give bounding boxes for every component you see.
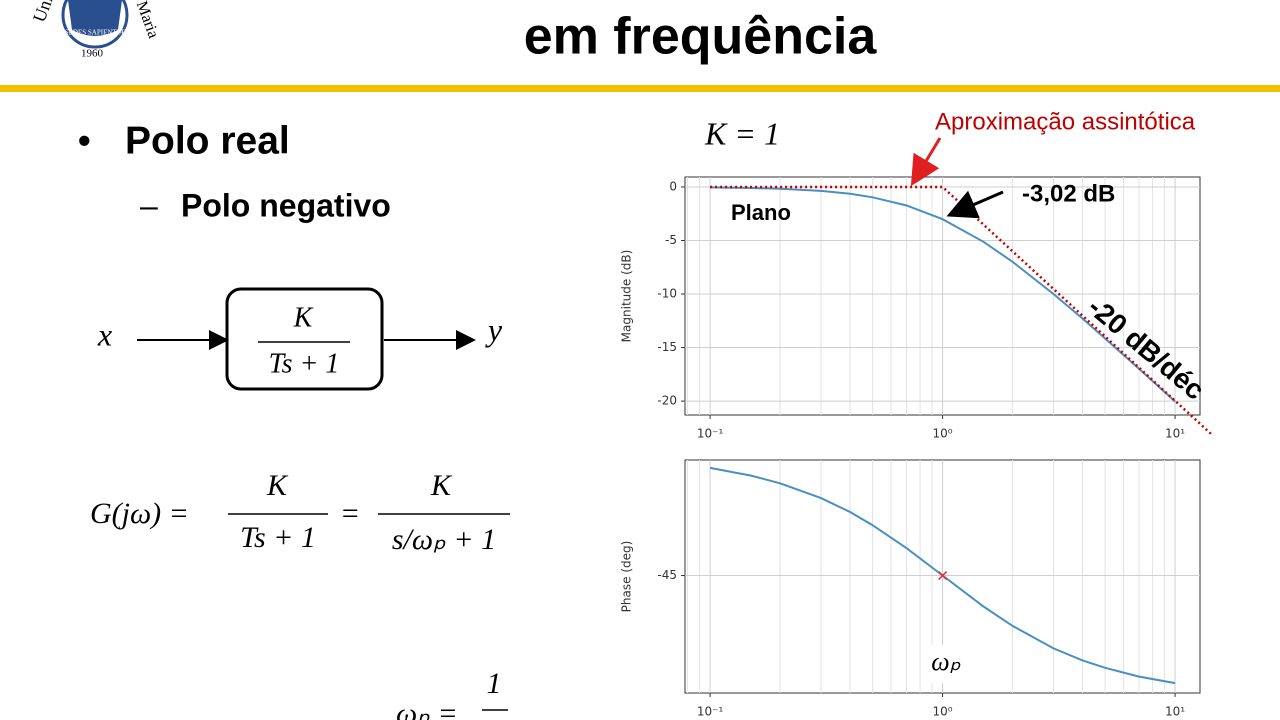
y-axis-label: Magnitude (dB) bbox=[620, 250, 634, 343]
y-axis-label: Phase (deg) bbox=[620, 541, 634, 613]
logo-text: Uni bbox=[29, 0, 57, 25]
y-tick-label: -20 bbox=[657, 394, 677, 408]
line-series bbox=[710, 186, 1176, 403]
label-bg bbox=[925, 645, 980, 683]
arrow bbox=[910, 137, 942, 187]
slide-title: em frequência bbox=[524, 8, 878, 66]
block bbox=[225, 287, 384, 391]
annotation: -3,02 dB bbox=[1022, 180, 1115, 207]
x-tick-label: 10⁻¹ bbox=[697, 427, 724, 441]
y-tick-label: -15 bbox=[657, 340, 677, 354]
k-label: K = 1 bbox=[704, 115, 780, 151]
bullet-dash: – bbox=[140, 187, 158, 223]
marker bbox=[938, 571, 948, 581]
y-tick-label: -45 bbox=[657, 568, 677, 582]
logo-shield bbox=[68, 0, 122, 36]
y-tick-label: 0 bbox=[669, 179, 677, 193]
annotation: ωₚ bbox=[931, 647, 961, 676]
annotation: Plano bbox=[731, 200, 791, 225]
annotation: Aproximação assintótica bbox=[935, 108, 1196, 135]
omega-num: 1 bbox=[487, 667, 502, 700]
eq-den: s/ωₚ + 1 bbox=[392, 523, 496, 556]
bullet-dot: • bbox=[78, 120, 91, 161]
block-input: x bbox=[97, 316, 112, 352]
bullet: Polo negativo bbox=[181, 187, 391, 223]
x-tick-label: 10¹ bbox=[1165, 427, 1185, 441]
x-tick-label: 10⁰ bbox=[933, 427, 953, 441]
eq-den: Ts + 1 bbox=[240, 521, 316, 554]
x-tick-label: 10¹ bbox=[1165, 705, 1185, 719]
block-num: K bbox=[293, 302, 314, 333]
x-tick-label: 10⁻¹ bbox=[697, 705, 724, 719]
y-tick-label: -10 bbox=[657, 287, 677, 301]
block-output: y bbox=[485, 311, 503, 347]
logo-text: Maria bbox=[133, 0, 162, 41]
logo-year: 1960 bbox=[81, 48, 104, 60]
logo-motto: SEDES SAPIENTIÆ bbox=[65, 29, 125, 37]
eq-sign: = bbox=[340, 497, 360, 530]
eq-num: K bbox=[266, 469, 289, 502]
y-tick-label: -5 bbox=[665, 233, 677, 247]
eq-lhs: G(jω) = bbox=[90, 497, 189, 530]
x-tick-label: 10⁰ bbox=[933, 705, 953, 719]
header-bar bbox=[0, 85, 1280, 92]
charts: 10⁻¹ 10⁰ 10¹ 0 -5 -10 -15 -20 Magnitude (dB) 10⁻¹… bbox=[620, 176, 1214, 719]
block-den: Ts + 1 bbox=[269, 348, 340, 379]
bullet: Polo real bbox=[125, 119, 290, 162]
omega-eq: ωₚ = bbox=[396, 697, 458, 720]
arrow bbox=[946, 190, 1004, 219]
eq-num: K bbox=[430, 469, 453, 502]
